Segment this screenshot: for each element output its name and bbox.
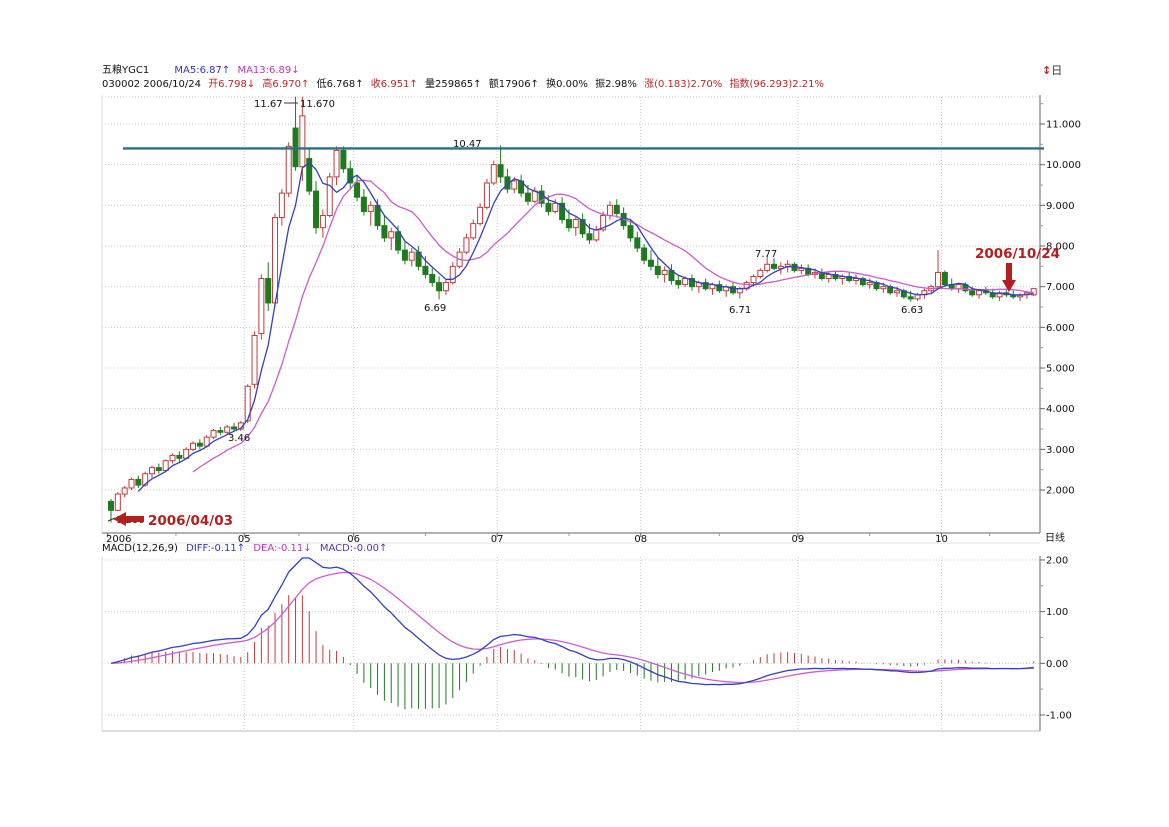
chart-header-line2: 030002 2006/10/24 开6.798↓ 高6.970↑ 低6.768… xyxy=(102,79,828,91)
time-axis-labels: 2006 05 06 07 08 09 10 xyxy=(106,534,948,545)
macd-macd-value: MACD:-0.00↑ xyxy=(319,543,388,554)
svg-text:08: 08 xyxy=(634,534,647,545)
svg-text:4.000: 4.000 xyxy=(1046,404,1075,415)
svg-text:2.00: 2.00 xyxy=(1046,555,1068,566)
low-value: 低6.768↑ xyxy=(316,79,364,90)
svg-text:2006/10/24: 2006/10/24 xyxy=(975,246,1060,262)
ma13-value: MA13:6.89↓ xyxy=(237,65,300,76)
macd-formula: MACD(12,26,9) xyxy=(102,543,178,554)
amount-value: 额17906↑ xyxy=(488,79,539,90)
ma-lines xyxy=(137,161,1034,492)
svg-text:09: 09 xyxy=(792,534,805,545)
svg-text:10.000: 10.000 xyxy=(1046,160,1081,171)
price-annotations: 11.6711.67010.476.697.776.716.633.461.20… xyxy=(107,99,923,526)
callout-arrow-left-icon xyxy=(113,512,144,526)
macd-header: MACD(12,26,9) DIFF:-0.11↑ DEA:-0.11↓ MAC… xyxy=(102,543,392,555)
ma5-value: MA5:6.87↑ xyxy=(174,65,231,76)
amplitude-value: 振2.98% xyxy=(595,79,637,90)
scale-period-glyph: 日 xyxy=(1051,64,1063,77)
svg-text:6.000: 6.000 xyxy=(1046,323,1075,334)
svg-text:7.000: 7.000 xyxy=(1046,282,1075,293)
svg-text:3.46: 3.46 xyxy=(228,433,250,444)
axes xyxy=(101,95,1045,732)
volume-value: 量259865↑ xyxy=(425,79,482,90)
svg-text:2006/04/03: 2006/04/03 xyxy=(148,513,233,529)
open-value: 开6.798↓ xyxy=(208,79,256,90)
svg-text:8.000: 8.000 xyxy=(1046,242,1075,253)
index-value: 指数(96.293)2.21% xyxy=(729,79,825,90)
change-value: 涨(0.183)2.70% xyxy=(644,79,723,90)
high-value: 高6.970↑ xyxy=(262,79,310,90)
date-callouts: 2006/04/03 2006/10/24 xyxy=(113,246,1060,529)
svg-text:1.00: 1.00 xyxy=(1046,607,1068,618)
grid-lines xyxy=(102,96,1040,730)
period-label[interactable]: 日线 xyxy=(1045,533,1065,544)
svg-text:10.47: 10.47 xyxy=(453,139,482,150)
turnover-value: 换0.00% xyxy=(546,79,588,90)
macd-axis-labels: 2.00 1.00 0.00 -1.00 xyxy=(1046,555,1072,721)
scale-arrows-icon[interactable]: ↕ xyxy=(1042,64,1052,77)
svg-text:3.000: 3.000 xyxy=(1046,445,1075,456)
svg-text:6.71: 6.71 xyxy=(729,305,751,316)
svg-text:9.000: 9.000 xyxy=(1046,201,1075,212)
svg-text:07: 07 xyxy=(491,534,504,545)
svg-text:5.000: 5.000 xyxy=(1046,364,1075,375)
svg-text:05: 05 xyxy=(238,534,251,545)
svg-text:-1.00: -1.00 xyxy=(1046,710,1072,721)
candles[interactable] xyxy=(108,96,1037,523)
svg-text:6.63: 6.63 xyxy=(901,305,923,316)
svg-text:11.000: 11.000 xyxy=(1046,120,1081,131)
callout-arrow-down-icon xyxy=(1002,263,1016,292)
macd-dea-value: DEA:-0.11↓ xyxy=(253,543,312,554)
svg-text:6.69: 6.69 xyxy=(424,303,446,314)
svg-text:06: 06 xyxy=(347,534,360,545)
svg-text:11.67: 11.67 xyxy=(254,99,283,110)
macd-diff-value: DIFF:-0.11↑ xyxy=(186,543,246,554)
svg-text:10: 10 xyxy=(935,534,948,545)
svg-text:7.77: 7.77 xyxy=(755,249,777,260)
axis-scale-control[interactable]: ↕日 xyxy=(1042,64,1062,77)
stock-name: 五粮YGC1 xyxy=(102,65,150,76)
svg-text:11.670: 11.670 xyxy=(300,99,335,110)
macd-histogram xyxy=(117,595,1035,710)
svg-text:2.000: 2.000 xyxy=(1046,486,1075,497)
macd-lines xyxy=(110,557,1034,686)
price-axis-labels: 11.000 10.000 9.000 8.000 7.000 6.000 5.000 4.0… xyxy=(1046,120,1081,497)
close-value: 收6.951↑ xyxy=(370,79,418,90)
svg-text:2006: 2006 xyxy=(106,534,131,545)
code-and-date: 030002 2006/10/24 xyxy=(102,79,201,90)
svg-text:0.00: 0.00 xyxy=(1046,659,1068,670)
chart-header-line1: 五粮YGC1 MA5:6.87↑ MA13:6.89↓ xyxy=(102,65,304,77)
